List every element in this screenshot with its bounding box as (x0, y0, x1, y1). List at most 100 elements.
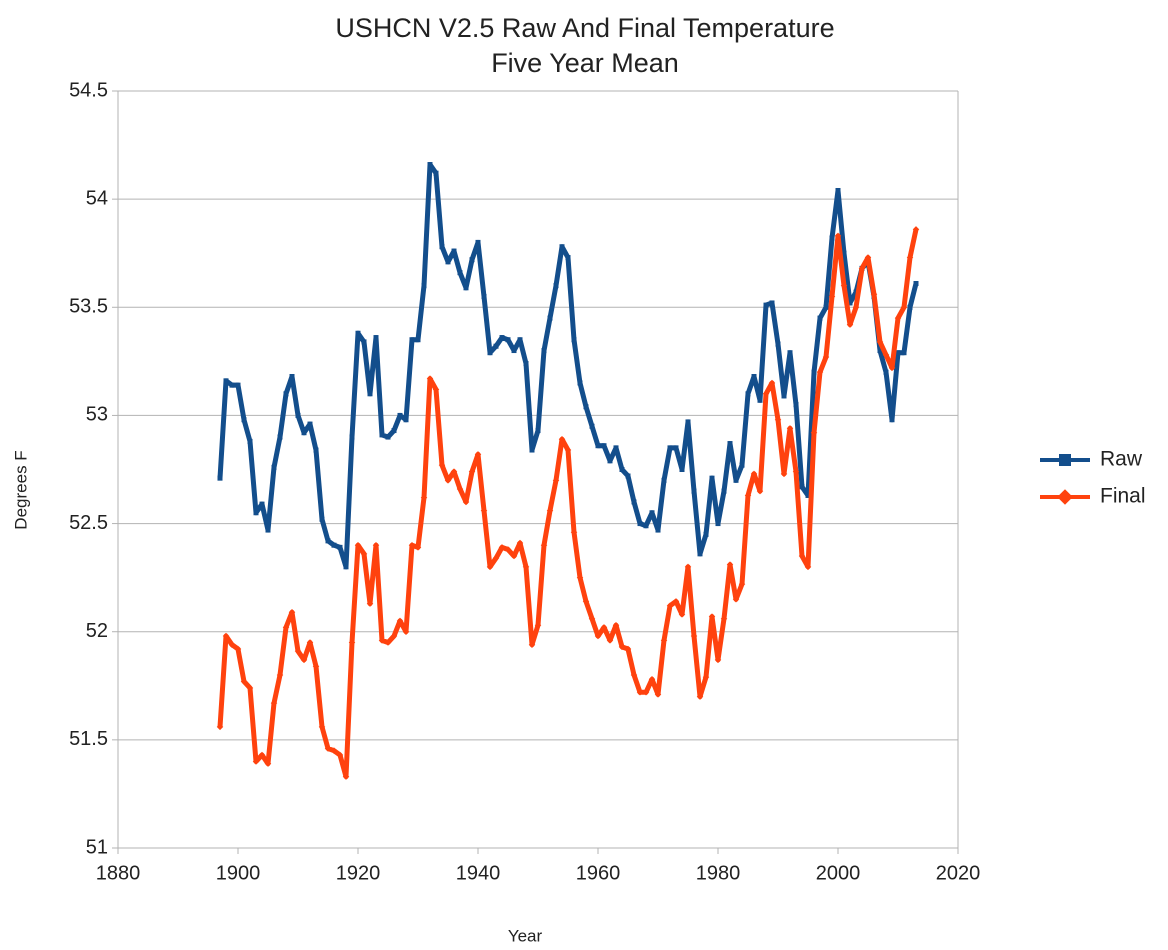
marker (366, 600, 374, 607)
y-tick-label: 53 (86, 404, 108, 426)
marker (552, 477, 560, 484)
marker (798, 552, 806, 560)
marker (673, 445, 679, 451)
marker (804, 563, 812, 571)
y-tick-label: 52.5 (69, 512, 108, 534)
marker (565, 255, 571, 261)
y-tick-label: 54.5 (69, 79, 108, 101)
marker (829, 235, 835, 241)
series-line (217, 228, 919, 780)
marker (835, 187, 841, 193)
marker (606, 637, 614, 644)
marker (301, 430, 307, 436)
marker (420, 494, 428, 501)
marker (391, 428, 397, 434)
marker (445, 259, 451, 265)
marker (433, 170, 439, 176)
y-tick-label: 51.5 (69, 728, 108, 750)
marker (577, 380, 583, 386)
marker (846, 321, 854, 328)
marker (427, 162, 433, 168)
marker (360, 550, 368, 558)
marker (415, 337, 421, 343)
marker (354, 541, 362, 549)
marker (217, 475, 223, 481)
marker (343, 564, 349, 570)
marker (655, 527, 661, 533)
marker (780, 470, 788, 478)
marker (373, 335, 379, 341)
marker (510, 552, 518, 560)
marker (882, 351, 890, 359)
marker (312, 663, 320, 670)
marker (282, 624, 290, 631)
x-tick-label: 1940 (456, 862, 501, 884)
marker (799, 484, 805, 490)
marker (912, 226, 920, 233)
marker (685, 419, 691, 425)
marker (811, 369, 817, 375)
marker (715, 521, 721, 527)
marker (253, 510, 259, 516)
marker (607, 458, 613, 464)
marker (462, 498, 470, 506)
marker (822, 353, 830, 361)
marker (397, 412, 403, 418)
marker (517, 337, 523, 343)
chart-subtitle: Five Year Mean (491, 48, 679, 78)
marker (223, 378, 229, 384)
marker (522, 563, 530, 571)
marker (481, 293, 487, 299)
marker (439, 244, 445, 250)
marker (264, 760, 272, 767)
marker (451, 248, 457, 254)
marker (733, 477, 739, 483)
marker (913, 280, 919, 286)
marker (900, 304, 908, 311)
marker (295, 412, 301, 418)
marker (390, 632, 398, 640)
marker (270, 699, 278, 707)
marker (469, 257, 475, 263)
marker (276, 671, 284, 679)
marker (564, 446, 572, 454)
chart-title: USHCN V2.5 Raw And Final Temperature (335, 13, 834, 43)
marker (432, 386, 440, 393)
x-axis-label: Year (508, 926, 543, 945)
marker (1057, 489, 1073, 505)
marker (751, 373, 757, 379)
marker (265, 527, 271, 533)
marker (648, 676, 656, 683)
marker (630, 671, 638, 679)
marker (456, 485, 464, 493)
marker (792, 468, 800, 475)
marker (259, 501, 265, 507)
marker (379, 432, 385, 438)
marker (463, 285, 469, 291)
marker (678, 611, 686, 618)
marker (337, 544, 343, 550)
marker (283, 391, 289, 397)
marker (631, 499, 637, 505)
marker (600, 624, 608, 631)
marker (229, 382, 235, 388)
marker (817, 315, 823, 321)
marker (396, 617, 404, 625)
marker (810, 429, 818, 436)
marker (787, 350, 793, 356)
marker (553, 283, 559, 289)
marker (744, 492, 752, 499)
marker (480, 507, 488, 514)
marker (438, 461, 446, 469)
marker (624, 645, 632, 653)
marker (703, 531, 709, 537)
marker (894, 314, 902, 322)
marker (649, 510, 655, 516)
marker (498, 544, 506, 551)
marker (595, 443, 601, 449)
marker (883, 369, 889, 375)
y-tick-label: 53.5 (69, 296, 108, 318)
marker (241, 417, 247, 423)
marker (756, 487, 764, 495)
marker (654, 691, 662, 698)
